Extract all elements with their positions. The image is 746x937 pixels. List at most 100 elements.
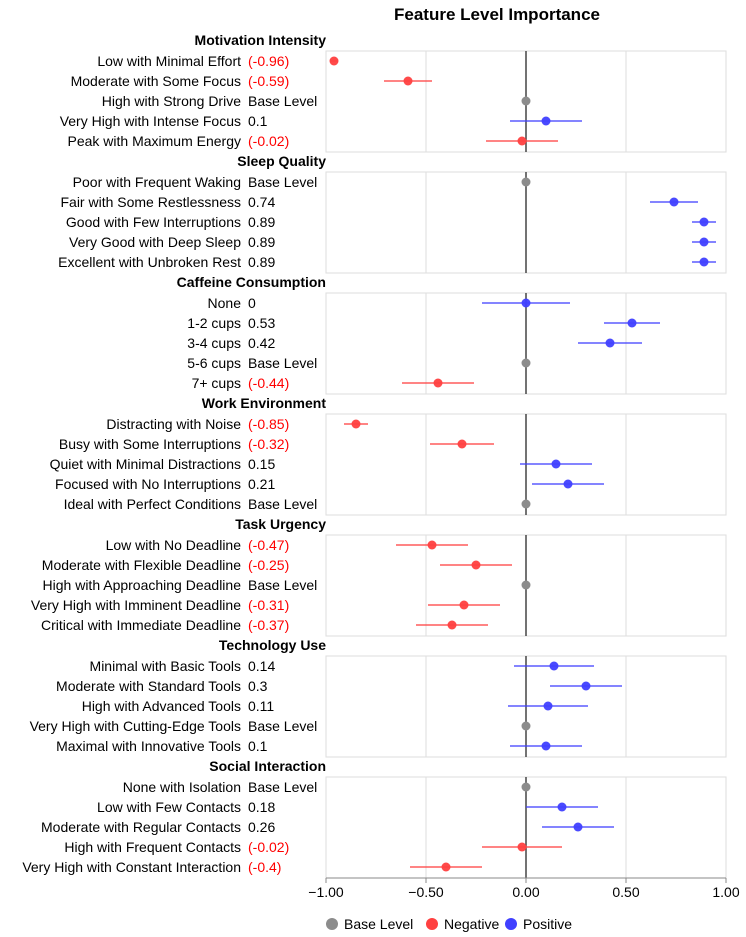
positive-point xyxy=(551,459,561,469)
legend-swatch xyxy=(426,918,438,930)
level-label: High with Frequent Contacts xyxy=(64,839,241,855)
value-label: Base Level xyxy=(248,496,317,512)
base-point xyxy=(521,782,531,792)
positive-point xyxy=(549,661,559,671)
group-title: Sleep Quality xyxy=(237,153,326,169)
value-label: (-0.37) xyxy=(248,617,289,633)
level-label: Poor with Frequent Waking xyxy=(73,174,241,190)
group-title: Work Environment xyxy=(202,395,327,411)
negative-point xyxy=(329,56,339,66)
value-label: Base Level xyxy=(248,718,317,734)
level-label: Excellent with Unbroken Rest xyxy=(58,254,241,270)
legend-label: Negative xyxy=(444,916,499,932)
feature-group: Work Environment Distracting with Noise (-… xyxy=(50,395,727,516)
level-label: High with Advanced Tools xyxy=(82,698,241,714)
feature-group: Motivation Intensity Low with Minimal Eff… xyxy=(60,32,727,153)
value-label: 0.3 xyxy=(248,678,268,694)
feature-group: Task Urgency Low with No Deadline (-0.47) M… xyxy=(31,516,727,637)
level-label: Very Good with Deep Sleep xyxy=(69,234,241,250)
negative-point xyxy=(517,136,527,146)
positive-point xyxy=(699,237,709,247)
level-label: Focused with No Interruptions xyxy=(55,476,241,492)
level-label: High with Strong Drive xyxy=(102,93,241,109)
positive-point xyxy=(563,479,573,489)
value-label: (-0.44) xyxy=(248,375,289,391)
x-tick-label: 0.00 xyxy=(512,884,539,900)
value-label: (-0.32) xyxy=(248,436,289,452)
base-point xyxy=(521,721,531,731)
level-label: Moderate with Flexible Deadline xyxy=(42,557,241,573)
level-label: Low with No Deadline xyxy=(106,537,242,553)
level-label: Critical with Immediate Deadline xyxy=(41,617,241,633)
value-label: Base Level xyxy=(248,577,317,593)
x-tick-label: −0.50 xyxy=(408,884,444,900)
negative-point xyxy=(457,439,467,449)
value-label: 0.18 xyxy=(248,799,275,815)
level-label: Moderate with Regular Contacts xyxy=(41,819,241,835)
value-label: 0.1 xyxy=(248,738,268,754)
level-label: None xyxy=(208,295,242,311)
feature-group: Caffeine Consumption None 0 1-2 cups 0.53 3-4… xyxy=(177,274,727,395)
level-label: 1-2 cups xyxy=(187,315,241,331)
legend-item: Base Level xyxy=(326,916,413,932)
level-label: Minimal with Basic Tools xyxy=(90,658,241,674)
positive-point xyxy=(581,681,591,691)
level-label: Low with Few Contacts xyxy=(97,799,241,815)
level-label: Moderate with Standard Tools xyxy=(56,678,241,694)
level-label: High with Approaching Deadline xyxy=(43,577,242,593)
positive-point xyxy=(669,197,679,207)
level-label: Very High with Imminent Deadline xyxy=(31,597,241,613)
positive-point xyxy=(699,257,709,267)
x-tick-label: −1.00 xyxy=(308,884,344,900)
value-label: (-0.47) xyxy=(248,537,289,553)
negative-point xyxy=(471,560,481,570)
value-label: 0.1 xyxy=(248,113,268,129)
positive-point xyxy=(557,802,567,812)
level-label: Maximal with Innovative Tools xyxy=(56,738,241,754)
feature-group: Sleep Quality Poor with Frequent Waking Ba… xyxy=(58,153,727,274)
legend-swatch xyxy=(505,918,517,930)
base-point xyxy=(521,96,531,106)
feature-group: Technology Use Minimal with Basic Tools 0.… xyxy=(30,637,727,758)
legend-label: Positive xyxy=(523,916,572,932)
level-label: Very High with Intense Focus xyxy=(60,113,241,129)
negative-point xyxy=(351,419,361,429)
value-label: Base Level xyxy=(248,355,317,371)
negative-point xyxy=(517,842,527,852)
negative-point xyxy=(403,76,413,86)
value-label: (-0.59) xyxy=(248,73,289,89)
value-label: Base Level xyxy=(248,93,317,109)
x-tick-label: 1.00 xyxy=(712,884,739,900)
legend-item: Negative xyxy=(426,916,499,932)
positive-point xyxy=(543,701,553,711)
value-label: 0 xyxy=(248,295,256,311)
value-label: 0.89 xyxy=(248,214,275,230)
x-tick-label: 0.50 xyxy=(612,884,639,900)
negative-point xyxy=(447,620,457,630)
value-label: (-0.96) xyxy=(248,53,289,69)
value-label: Base Level xyxy=(248,779,317,795)
positive-point xyxy=(573,822,583,832)
chart-title: Feature Level Importance xyxy=(394,5,600,24)
value-label: Base Level xyxy=(248,174,317,190)
group-title: Motivation Intensity xyxy=(195,32,327,48)
level-label: 3-4 cups xyxy=(187,335,241,351)
group-title: Social Interaction xyxy=(209,758,326,774)
value-label: 0.89 xyxy=(248,254,275,270)
negative-point xyxy=(433,378,443,388)
legend-item: Positive xyxy=(505,916,572,932)
level-label: Moderate with Some Focus xyxy=(71,73,241,89)
group-title: Caffeine Consumption xyxy=(177,274,326,290)
level-label: Distracting with Noise xyxy=(106,416,241,432)
group-title: Technology Use xyxy=(219,637,326,653)
positive-point xyxy=(541,116,551,126)
positive-point xyxy=(605,338,615,348)
value-label: (-0.02) xyxy=(248,133,289,149)
value-label: 0.26 xyxy=(248,819,275,835)
level-label: 7+ cups xyxy=(192,375,241,391)
value-label: 0.53 xyxy=(248,315,275,331)
value-label: 0.89 xyxy=(248,234,275,250)
level-label: Very High with Constant Interaction xyxy=(22,859,241,875)
base-point xyxy=(521,177,531,187)
